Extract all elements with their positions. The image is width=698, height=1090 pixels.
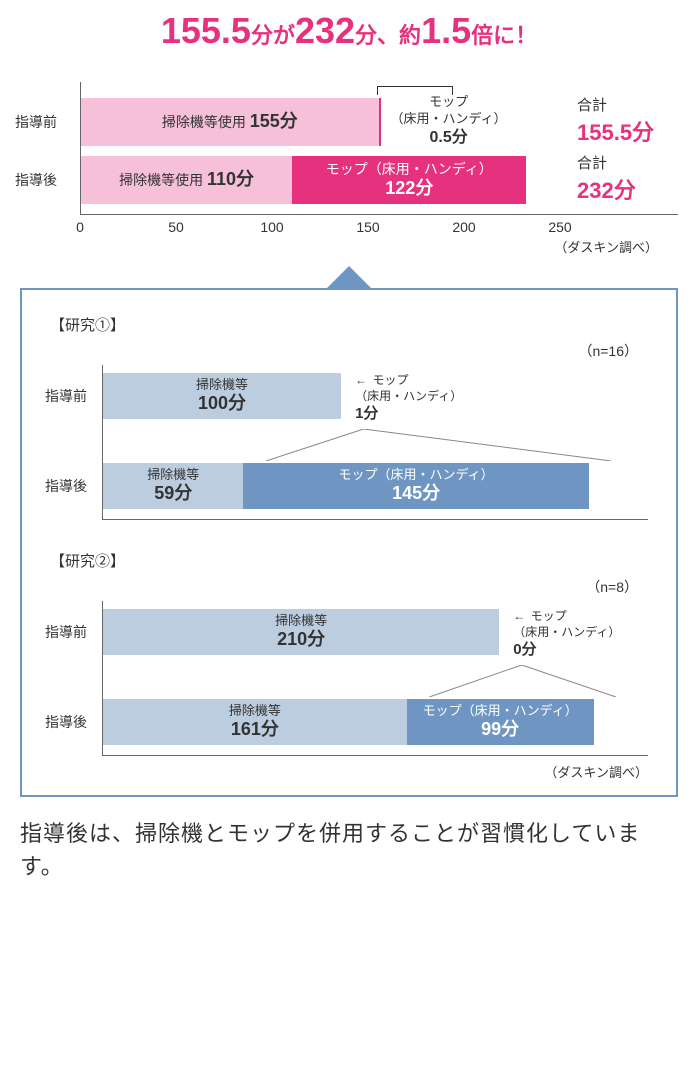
study-1-after-row: 指導後 掃除機等 59分 モップ（床用・ハンディ） 145分 [103,463,648,509]
study-2-after-label: 指導後 [45,712,95,732]
main-chart: 指導前 掃除機等使用 155分 モップ （床用・ハンディ） 0.5分 合計 15… [20,82,678,256]
study-1-title: 【研究①】 [50,314,648,335]
study-2-before-mop-label: モップ （床用・ハンディ） 0分 [513,609,643,660]
study-1-n: （n=16） [50,341,648,361]
study-2-n: （n=8） [50,577,648,597]
main-axis: 指導前 掃除機等使用 155分 モップ （床用・ハンディ） 0.5分 合計 15… [80,82,678,215]
mop-outside-label-before: モップ （床用・ハンディ） 0.5分 [389,94,509,149]
study-1-before-mop-label: モップ （床用・ハンディ） 1分 [355,373,485,424]
study-2-after-row: 指導後 掃除機等 161分 モップ（床用・ハンディ） 99分 [103,699,648,745]
study-1-after-mop: モップ（床用・ハンディ） 145分 [243,463,588,509]
study-1-connector-gap [103,429,648,461]
headline-v2: 232 [295,10,355,51]
study-2-before-vacuum: 掃除機等 210分 [103,609,499,655]
study-2-after-mop: モップ（床用・ハンディ） 99分 [407,699,594,745]
study-1-axis: 指導前 掃除機等 100分 モップ （床用・ハンディ） 1分 指導後 掃除機等 [102,365,648,520]
headline-t3: 倍に！ [471,23,537,48]
study-2-before-row: 指導前 掃除機等 210分 モップ （床用・ハンディ） 0分 [103,609,648,655]
detail-box: 【研究①】 （n=16） 指導前 掃除機等 100分 モップ （床用・ハンディ）… [20,288,678,797]
study-1-after-label: 指導後 [45,476,95,496]
bracket-before [377,86,454,94]
study-1-diag-lines [103,429,648,461]
study-1-before-label: 指導前 [45,386,95,406]
study-2-after-vacuum: 掃除機等 161分 [103,699,407,745]
main-row-after: 指導後 掃除機等使用 110分 モップ（床用・ハンディ） 122分 合計 232… [81,156,678,204]
study-2-axis: 指導前 掃除機等 210分 モップ （床用・ハンディ） 0分 指導後 掃除機等 [102,601,648,756]
study-1-after-vacuum: 掃除機等 59分 [103,463,243,509]
headline: 155.5分が232分、約1.5倍に！ [0,10,698,52]
main-source: （ダスキン調べ） [20,237,658,256]
study-2-connector-gap [103,665,648,697]
total-after: 合計 232分 [577,152,677,205]
detail-source: （ダスキン調べ） [50,762,648,781]
main-row-before: 指導前 掃除機等使用 155分 モップ （床用・ハンディ） 0.5分 合計 15… [81,98,678,146]
bar-seg-mop-after: モップ（床用・ハンディ） 122分 [292,156,526,204]
study-1-before-vacuum: 掃除機等 100分 [103,373,341,419]
bar-seg-vacuum-before: 掃除機等使用 155分 [81,98,379,146]
bar-seg-mop-before [379,98,381,146]
footer-text: 指導後は、掃除機とモップを併用することが習慣化しています。 [20,817,678,883]
study-2-title: 【研究②】 [50,550,648,571]
connector-triangle [327,266,371,288]
row-label-after: 指導後 [15,170,65,190]
study-2-diag-lines [103,665,648,697]
total-before: 合計 155.5分 [577,94,677,147]
row-label-before: 指導前 [15,112,65,132]
main-ticks: 050100150200250 [80,215,560,235]
study-1-before-row: 指導前 掃除機等 100分 モップ （床用・ハンディ） 1分 [103,373,648,419]
study-2-before-label: 指導前 [45,622,95,642]
headline-t2: 分、約 [355,23,421,48]
study-1: 【研究①】 （n=16） 指導前 掃除機等 100分 モップ （床用・ハンディ）… [50,314,648,520]
headline-v1: 155.5 [161,10,251,51]
headline-v3: 1.5 [421,10,471,51]
bar-seg-vacuum-after: 掃除機等使用 110分 [81,156,292,204]
study-2: 【研究②】 （n=8） 指導前 掃除機等 210分 モップ （床用・ハンディ） … [50,550,648,756]
headline-t1: 分が [251,23,295,48]
